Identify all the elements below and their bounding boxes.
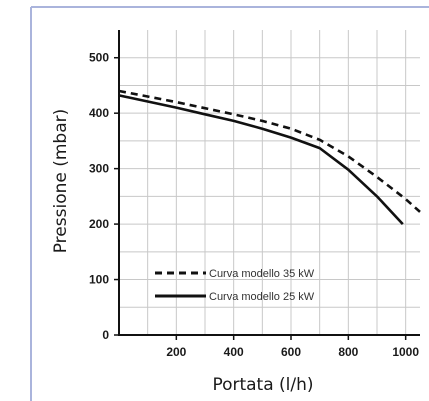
grid xyxy=(119,30,420,335)
series-line-0 xyxy=(118,89,421,213)
y-tick-label-500: 500 xyxy=(89,51,109,65)
x-tick-label-800: 800 xyxy=(338,345,358,359)
x-tick-label-600: 600 xyxy=(281,345,301,359)
x-tick-label-400: 400 xyxy=(224,345,244,359)
x-axis-title: Portata (l/h) xyxy=(212,375,313,395)
series xyxy=(118,89,421,225)
axes xyxy=(114,30,420,340)
x-tick-label-1000: 1000 xyxy=(392,345,419,359)
y-tick-label-100: 100 xyxy=(89,273,109,287)
y-tick-label-300: 300 xyxy=(89,162,109,176)
y-tick-label-400: 400 xyxy=(89,106,109,120)
y-axis-title: Pressione (mbar) xyxy=(51,109,71,254)
y-tick-label-0: 0 xyxy=(102,328,109,342)
x-tick-label-200: 200 xyxy=(166,345,186,359)
tick-labels: 0 100 200 300 400 500 200 400 600 800 1000 xyxy=(89,51,419,359)
series-line-1 xyxy=(118,94,404,225)
legend-label-25kw: Curva modello 25 kW xyxy=(209,291,315,303)
legend: Curva modello 35 kW Curva modello 25 kW xyxy=(155,268,315,303)
legend-label-35kw: Curva modello 35 kW xyxy=(209,268,315,280)
y-tick-label-200: 200 xyxy=(89,217,109,231)
